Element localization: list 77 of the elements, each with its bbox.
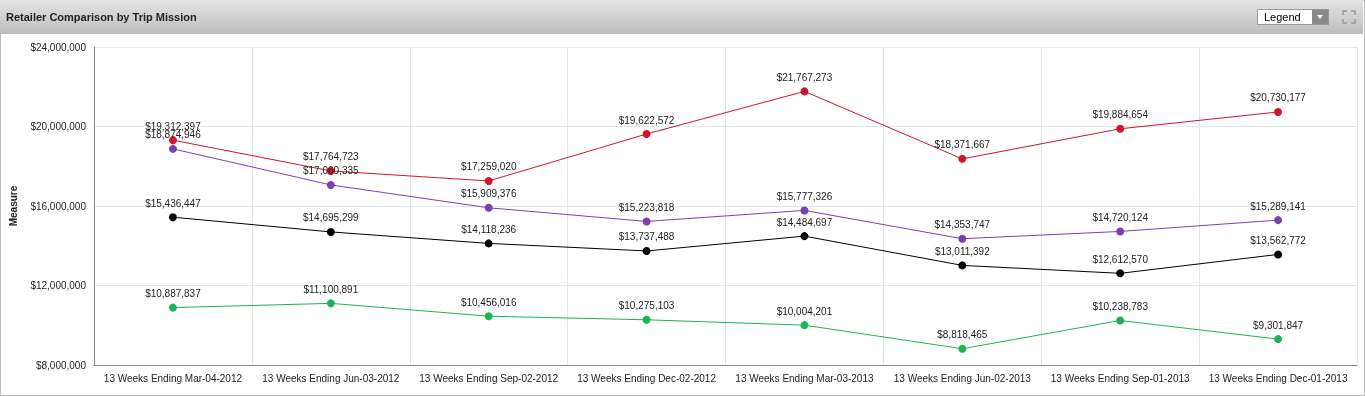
x-tick-label: 13 Weeks Ending Dec-01-2013 xyxy=(1208,372,1348,384)
data-label: $10,887,837 xyxy=(145,288,202,300)
data-label: $15,909,376 xyxy=(460,188,517,200)
point xyxy=(642,217,651,226)
data-label: $13,011,392 xyxy=(934,245,991,257)
data-label: $11,100,891 xyxy=(303,283,359,295)
y-axis-title: Measure xyxy=(7,185,19,227)
data-label: $9,301,847 xyxy=(1253,319,1304,331)
data-label: $21,767,273 xyxy=(776,71,833,83)
point xyxy=(1116,227,1125,236)
data-label: $14,118,236 xyxy=(461,223,517,235)
point xyxy=(642,130,651,138)
point xyxy=(1274,216,1283,225)
data-label: $10,275,103 xyxy=(618,300,675,312)
y-tick-label: $16,000,000 xyxy=(30,200,87,212)
data-label: $15,223,818 xyxy=(618,201,675,213)
point xyxy=(1274,107,1283,116)
point xyxy=(484,203,493,212)
data-label: $13,737,488 xyxy=(618,231,675,243)
x-tick-label: 13 Weeks Ending Jun-02-2013 xyxy=(893,372,1032,384)
data-label: $15,436,447 xyxy=(145,197,202,209)
point xyxy=(326,180,335,189)
point xyxy=(800,87,809,96)
x-tick-label: 13 Weeks Ending Mar-04-2012 xyxy=(103,372,243,384)
y-tick-label: $20,000,000 xyxy=(30,121,87,132)
point xyxy=(1116,124,1125,133)
data-label: $14,484,697 xyxy=(776,216,833,228)
point xyxy=(326,227,335,236)
legend-dropdown: Legend xyxy=(1257,9,1329,25)
point xyxy=(1116,269,1125,278)
point xyxy=(484,176,493,185)
point xyxy=(958,344,967,353)
data-label: $19,312,397 xyxy=(145,120,202,132)
data-label: $14,695,299 xyxy=(303,212,360,224)
data-label: $15,289,141 xyxy=(1250,200,1307,212)
point xyxy=(958,154,967,163)
point xyxy=(800,321,809,330)
data-label: $17,764,723 xyxy=(303,151,360,163)
data-label: $12,612,570 xyxy=(1092,253,1149,265)
data-label: $19,622,572 xyxy=(618,114,675,126)
y-tick-label: $8,000,000 xyxy=(35,359,87,371)
data-label: $10,456,016 xyxy=(460,296,517,308)
point xyxy=(642,246,651,255)
point xyxy=(800,206,809,215)
point xyxy=(168,303,177,312)
data-label: $17,259,020 xyxy=(460,161,517,173)
point xyxy=(642,315,651,324)
x-tick-label: 13 Weeks Ending Mar-03-2013 xyxy=(735,372,874,384)
data-label: $18,371,667 xyxy=(934,139,991,151)
point xyxy=(168,144,177,153)
y-tick-label: $12,000,000 xyxy=(30,280,87,291)
point xyxy=(168,213,177,222)
x-tick-label: 13 Weeks Ending Jun-03-2012 xyxy=(262,372,400,384)
point xyxy=(484,239,493,248)
data-label: $10,238,783 xyxy=(1092,301,1149,312)
chart-title: Retailer Comparison by Trip Mission xyxy=(6,11,197,23)
point xyxy=(1116,316,1125,325)
point xyxy=(1274,335,1283,344)
point xyxy=(958,261,967,270)
x-tick-label: 13 Weeks Ending Sep-02-2012 xyxy=(419,372,559,384)
data-label: $10,004,201 xyxy=(776,305,833,317)
y-tick-label: $24,000,000 xyxy=(30,41,87,53)
point xyxy=(958,234,967,243)
data-label: $14,353,747 xyxy=(934,219,991,231)
data-label: $18,874,946 xyxy=(145,129,202,141)
data-label: $20,730,177 xyxy=(1250,92,1307,104)
x-tick-label: 13 Weeks Ending Sep-01-2013 xyxy=(1050,372,1191,384)
data-label: $15,777,326 xyxy=(776,190,833,202)
data-label: $8,818,465 xyxy=(937,329,988,341)
x-tick-label: 13 Weeks Ending Dec-02-2012 xyxy=(577,372,717,384)
point xyxy=(1274,250,1283,259)
data-label: $14,720,124 xyxy=(1092,211,1149,223)
data-label: $13,562,772 xyxy=(1250,234,1307,246)
point xyxy=(326,299,335,308)
point xyxy=(800,232,809,241)
point xyxy=(484,312,493,321)
data-label: $19,884,654 xyxy=(1092,109,1149,121)
